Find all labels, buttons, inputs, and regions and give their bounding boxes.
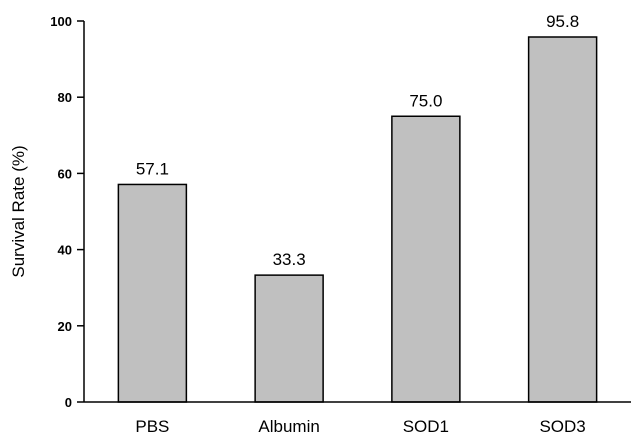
data-label-sod3: 95.8 [546, 12, 579, 31]
y-tick-label: 40 [58, 243, 72, 258]
y-axis-ticks: 0 20 40 60 80 100 [50, 14, 84, 410]
y-axis-title: Survival Rate (%) [9, 145, 28, 277]
data-labels: 57.1 33.3 75.0 95.8 [136, 12, 579, 269]
bar-albumin [254, 274, 324, 403]
bars [117, 36, 598, 403]
bar-sod3 [527, 36, 598, 403]
bar-sod1 [391, 115, 461, 403]
x-tick-label-pbs: PBS [135, 417, 169, 436]
x-tick-label-sod1: SOD1 [403, 417, 449, 436]
y-tick-label: 80 [58, 90, 72, 105]
x-tick-label-sod3: SOD3 [539, 417, 585, 436]
y-tick-label: 20 [58, 319, 72, 334]
y-tick-label: 60 [58, 166, 72, 181]
data-label-pbs: 57.1 [136, 159, 169, 178]
x-tick-label-albumin: Albumin [258, 417, 319, 436]
data-label-sod1: 75.0 [409, 91, 442, 110]
data-label-albumin: 33.3 [273, 250, 306, 269]
y-tick-label: 100 [50, 14, 72, 29]
y-tick-label: 0 [65, 395, 72, 410]
x-axis-labels: PBS Albumin SOD1 SOD3 [135, 417, 585, 436]
bar-pbs [117, 183, 188, 403]
